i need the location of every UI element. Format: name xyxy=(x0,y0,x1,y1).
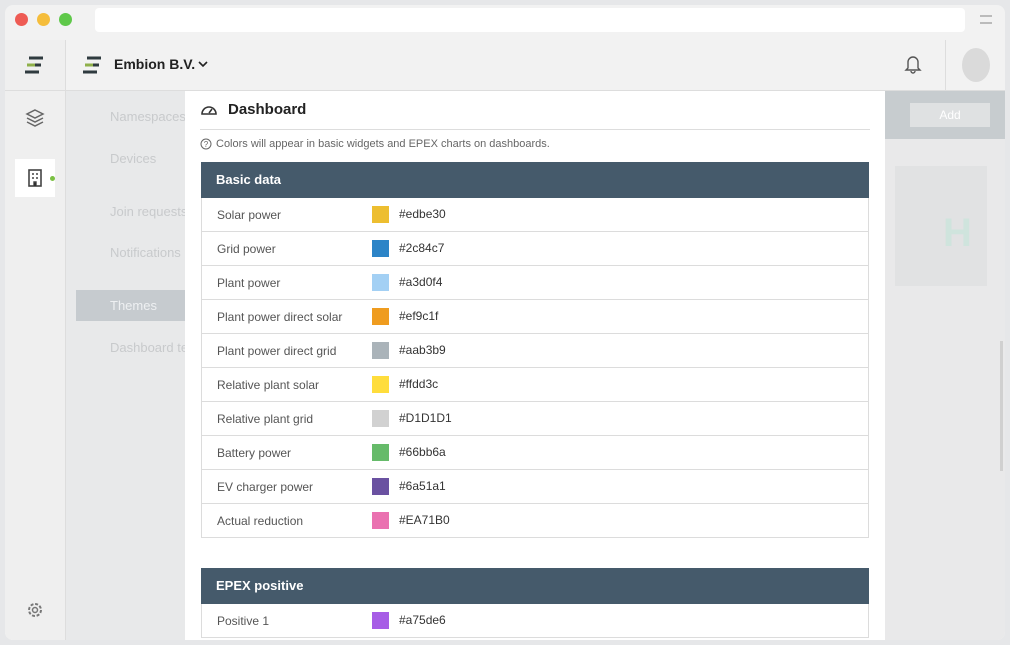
close-button[interactable] xyxy=(15,13,28,26)
color-label: Plant power direct solar xyxy=(217,310,343,324)
color-swatch[interactable] xyxy=(372,308,389,325)
color-code: #aab3b9 xyxy=(399,343,446,357)
settings-icon[interactable] xyxy=(25,600,45,620)
color-row: EV charger power #6a51a1 xyxy=(201,470,869,504)
app: Embion B.V. Namespaces Devices Join reques… xyxy=(5,40,1005,640)
bell-icon[interactable] xyxy=(904,54,922,74)
color-code: #ef9c1f xyxy=(399,309,439,323)
color-swatch[interactable] xyxy=(372,512,389,529)
svg-text:?: ? xyxy=(204,140,209,149)
menu-icon[interactable] xyxy=(980,15,992,24)
color-label: Plant power xyxy=(217,276,281,290)
rail xyxy=(5,40,66,640)
color-code: #2c84c7 xyxy=(399,241,445,255)
buildings-tab[interactable] xyxy=(15,159,55,197)
color-row: Plant power direct grid #aab3b9 xyxy=(201,334,869,368)
layers-icon[interactable] xyxy=(25,108,45,128)
color-row: Grid power #2c84c7 xyxy=(201,232,869,266)
minimize-button[interactable] xyxy=(37,13,50,26)
dashboard-icon xyxy=(201,106,217,115)
color-swatch[interactable] xyxy=(372,478,389,495)
color-label: Battery power xyxy=(217,446,292,460)
section-header: EPEX positive xyxy=(201,568,869,604)
theme-panel: Dashboard ? Colors will appear in basic … xyxy=(185,91,885,640)
section-header: Basic data xyxy=(201,162,869,198)
help-icon: ? xyxy=(200,138,212,150)
color-label: Grid power xyxy=(217,242,276,256)
color-swatch[interactable] xyxy=(372,342,389,359)
color-label: EV charger power xyxy=(217,480,314,494)
color-code: #a3d0f4 xyxy=(399,275,443,289)
nav-item[interactable]: Join requests xyxy=(110,204,186,219)
nav-item[interactable]: Themes xyxy=(76,290,186,321)
color-code: #D1D1D1 xyxy=(399,411,452,425)
color-code: #66bb6a xyxy=(399,445,446,459)
avatar[interactable] xyxy=(962,48,990,82)
color-code: #ffdd3c xyxy=(399,377,439,391)
color-row: Positive 1 #a75de6 xyxy=(201,604,869,638)
add-button[interactable]: Add xyxy=(910,103,990,127)
dropdown-caret[interactable] xyxy=(198,60,208,68)
color-row: Relative plant solar #ffdd3c xyxy=(201,368,869,402)
browser-window: Embion B.V. Namespaces Devices Join reques… xyxy=(5,5,1005,640)
color-row: Solar power #edbe30 xyxy=(201,198,869,232)
color-label: Relative plant grid xyxy=(217,412,314,426)
nav-item[interactable]: Namespaces xyxy=(110,109,186,124)
sidebar: Namespaces Devices Join requests Notificati… xyxy=(66,91,186,640)
color-row: Battery power #66bb6a xyxy=(201,436,869,470)
panel-note: Colors will appear in basic widgets and … xyxy=(216,138,550,150)
logo xyxy=(25,56,43,74)
address-bar[interactable] xyxy=(95,8,965,32)
color-row: Plant power direct solar #ef9c1f xyxy=(201,300,869,334)
color-label: Actual reduction xyxy=(217,514,304,528)
color-swatch[interactable] xyxy=(372,410,389,427)
content-backdrop: Add H xyxy=(885,91,1005,640)
org-name[interactable]: Embion B.V. xyxy=(114,56,196,72)
color-swatch[interactable] xyxy=(372,376,389,393)
maximize-button[interactable] xyxy=(59,13,72,26)
color-row: Plant power #a3d0f4 xyxy=(201,266,869,300)
color-code: #a75de6 xyxy=(399,613,446,627)
color-label: Positive 1 xyxy=(217,614,270,628)
color-swatch[interactable] xyxy=(372,612,389,629)
status-dot xyxy=(50,176,55,181)
color-code: #6a51a1 xyxy=(399,479,446,493)
nav-item[interactable]: Notifications xyxy=(110,245,181,260)
color-swatch[interactable] xyxy=(372,444,389,461)
color-swatch[interactable] xyxy=(372,240,389,257)
org-logo xyxy=(83,56,101,74)
color-label: Plant power direct grid xyxy=(217,344,337,358)
color-code: #edbe30 xyxy=(399,207,446,221)
color-swatch[interactable] xyxy=(372,274,389,291)
nav-item[interactable]: Devices xyxy=(110,151,157,166)
color-row: Relative plant grid #D1D1D1 xyxy=(201,402,869,436)
color-label: Solar power xyxy=(217,208,282,222)
color-code: #EA71B0 xyxy=(399,513,450,527)
color-label: Relative plant solar xyxy=(217,378,320,392)
panel-title: Dashboard xyxy=(228,101,307,118)
color-swatch[interactable] xyxy=(372,206,389,223)
color-row: Actual reduction #EA71B0 xyxy=(201,504,869,538)
nav-item[interactable]: Dashboard te xyxy=(110,340,186,355)
